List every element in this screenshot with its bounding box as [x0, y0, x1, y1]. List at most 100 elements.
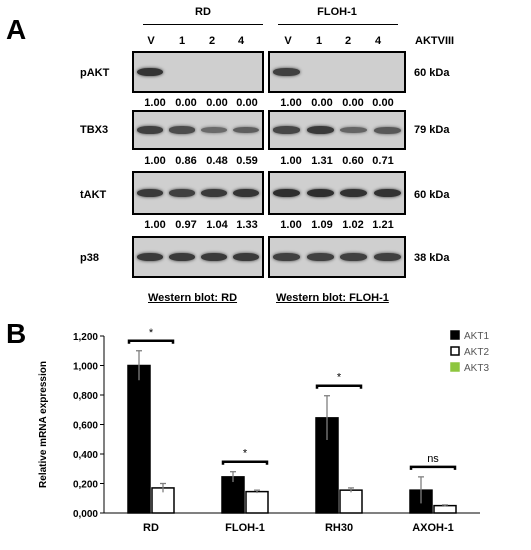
- y-tick-label: 1,000: [73, 362, 98, 373]
- blot-band: [306, 188, 334, 198]
- treatment-label: AKTVIII: [415, 35, 455, 47]
- y-tick-label: 0,200: [73, 480, 98, 491]
- caption-rd: Western blot: RD: [148, 292, 238, 304]
- blot-rd-pakt: [132, 51, 264, 93]
- quant-value: 1.00: [280, 155, 302, 167]
- blot-band: [373, 253, 401, 261]
- significance-label: *: [243, 448, 248, 460]
- legend-label: AKT3: [464, 363, 489, 374]
- group-label-floh1: FLOH-1: [317, 6, 357, 18]
- significance-bracket: [127, 339, 175, 344]
- blot-band: [340, 188, 368, 198]
- quant-value: 0.00: [342, 97, 364, 109]
- blot-rd-takt: [132, 171, 264, 215]
- y-tick-label: 0,600: [73, 421, 98, 432]
- blot-label-takt: tAKT: [80, 189, 107, 201]
- blot-floh1-p38: [268, 236, 406, 278]
- quant-value: 1.33: [236, 219, 258, 231]
- quant-value: 0.86: [175, 155, 197, 167]
- blot-floh1-pakt: [268, 51, 406, 93]
- legend-label: AKT2: [464, 347, 489, 358]
- bar: [339, 489, 363, 514]
- lane-label: 4: [374, 35, 382, 47]
- blot-band: [273, 68, 301, 76]
- quant-value: 0.59: [236, 155, 258, 167]
- blot-band: [340, 253, 368, 261]
- lane-label: 4: [237, 35, 245, 47]
- bar: [433, 504, 457, 514]
- blot-band: [168, 189, 196, 197]
- blot-band: [373, 126, 401, 134]
- group-line-floh1: [278, 24, 398, 25]
- blot-label-pakt: pAKT: [80, 67, 110, 79]
- blot-band: [340, 126, 368, 134]
- significance-bracket: [315, 384, 363, 389]
- legend-swatch: [450, 362, 460, 372]
- blot-band: [373, 188, 401, 198]
- significance-bracket: [221, 460, 269, 465]
- kda-takt: 60 kDa: [414, 189, 450, 201]
- quant-value: 1.00: [280, 97, 302, 109]
- y-axis-label: Relative mRNA expression: [38, 361, 49, 488]
- blot-rd-tbx3: [132, 110, 264, 150]
- quant-value: 1.21: [372, 219, 394, 231]
- kda-p38: 38 kDa: [414, 252, 450, 264]
- y-tick-label: 1,200: [73, 332, 98, 343]
- kda-pakt: 60 kDa: [414, 67, 450, 79]
- blot-band: [136, 67, 164, 77]
- legend-label: AKT1: [464, 331, 489, 342]
- blot-band: [306, 253, 334, 261]
- quant-value: 0.00: [311, 97, 333, 109]
- y-tick-label: 0,800: [73, 391, 98, 402]
- bar-chart: 0,000 0,200 0,400 0,600 0,800 1,000 1,200 Relat…: [38, 327, 489, 534]
- x-tick-label: RD: [143, 522, 159, 534]
- quant-value: 0.60: [342, 155, 364, 167]
- significance-label: *: [149, 327, 154, 339]
- blot-band: [168, 252, 196, 262]
- significance-bracket: [409, 465, 457, 470]
- blot-band: [200, 188, 228, 198]
- blot-band: [200, 126, 228, 134]
- lane-label: 1: [315, 35, 323, 47]
- quant-value: 1.00: [144, 97, 166, 109]
- bar: [245, 490, 269, 514]
- x-tick-label: RH30: [325, 522, 353, 534]
- blot-band: [232, 126, 260, 134]
- blot-label-tbx3: TBX3: [80, 124, 109, 136]
- legend-swatch: [450, 346, 460, 356]
- blot-band: [136, 188, 164, 198]
- significance-label: ns: [427, 453, 439, 465]
- blot-band: [273, 188, 301, 198]
- quant-value: 1.00: [280, 219, 302, 231]
- panel-a-letter: A: [6, 14, 27, 45]
- blot-band: [232, 188, 260, 198]
- lane-label: 1: [178, 35, 186, 47]
- blot-band: [200, 252, 228, 262]
- quant-value: 0.00: [372, 97, 394, 109]
- blot-band: [136, 126, 164, 134]
- caption-floh1: Western blot: FLOH-1: [276, 292, 389, 304]
- quant-value: 1.09: [311, 219, 333, 231]
- blot-floh1-takt: [268, 171, 406, 215]
- x-tick-label: AXOH-1: [412, 522, 454, 534]
- significance-label: *: [337, 372, 342, 384]
- group-label-rd: RD: [195, 6, 211, 18]
- quant-value: 0.97: [175, 219, 197, 231]
- quant-value: 0.00: [206, 97, 228, 109]
- quant-value: 1.00: [144, 219, 166, 231]
- blot-label-p38: p38: [80, 252, 99, 264]
- group-line-rd: [143, 24, 263, 25]
- quant-value: 0.00: [175, 97, 197, 109]
- quant-value: 1.31: [311, 155, 333, 167]
- blot-floh1-tbx3: [268, 110, 406, 150]
- panel-b-letter: B: [6, 318, 27, 349]
- y-tick-label: 0,000: [73, 509, 98, 520]
- quant-value: 1.00: [144, 155, 166, 167]
- blot-rd-p38: [132, 236, 264, 278]
- y-tick-label: 0,400: [73, 450, 98, 461]
- lane-label: V: [284, 35, 292, 47]
- lane-label: 2: [208, 35, 216, 47]
- x-tick-label: FLOH-1: [225, 522, 265, 534]
- blot-band: [273, 253, 301, 261]
- blot-band: [232, 252, 260, 262]
